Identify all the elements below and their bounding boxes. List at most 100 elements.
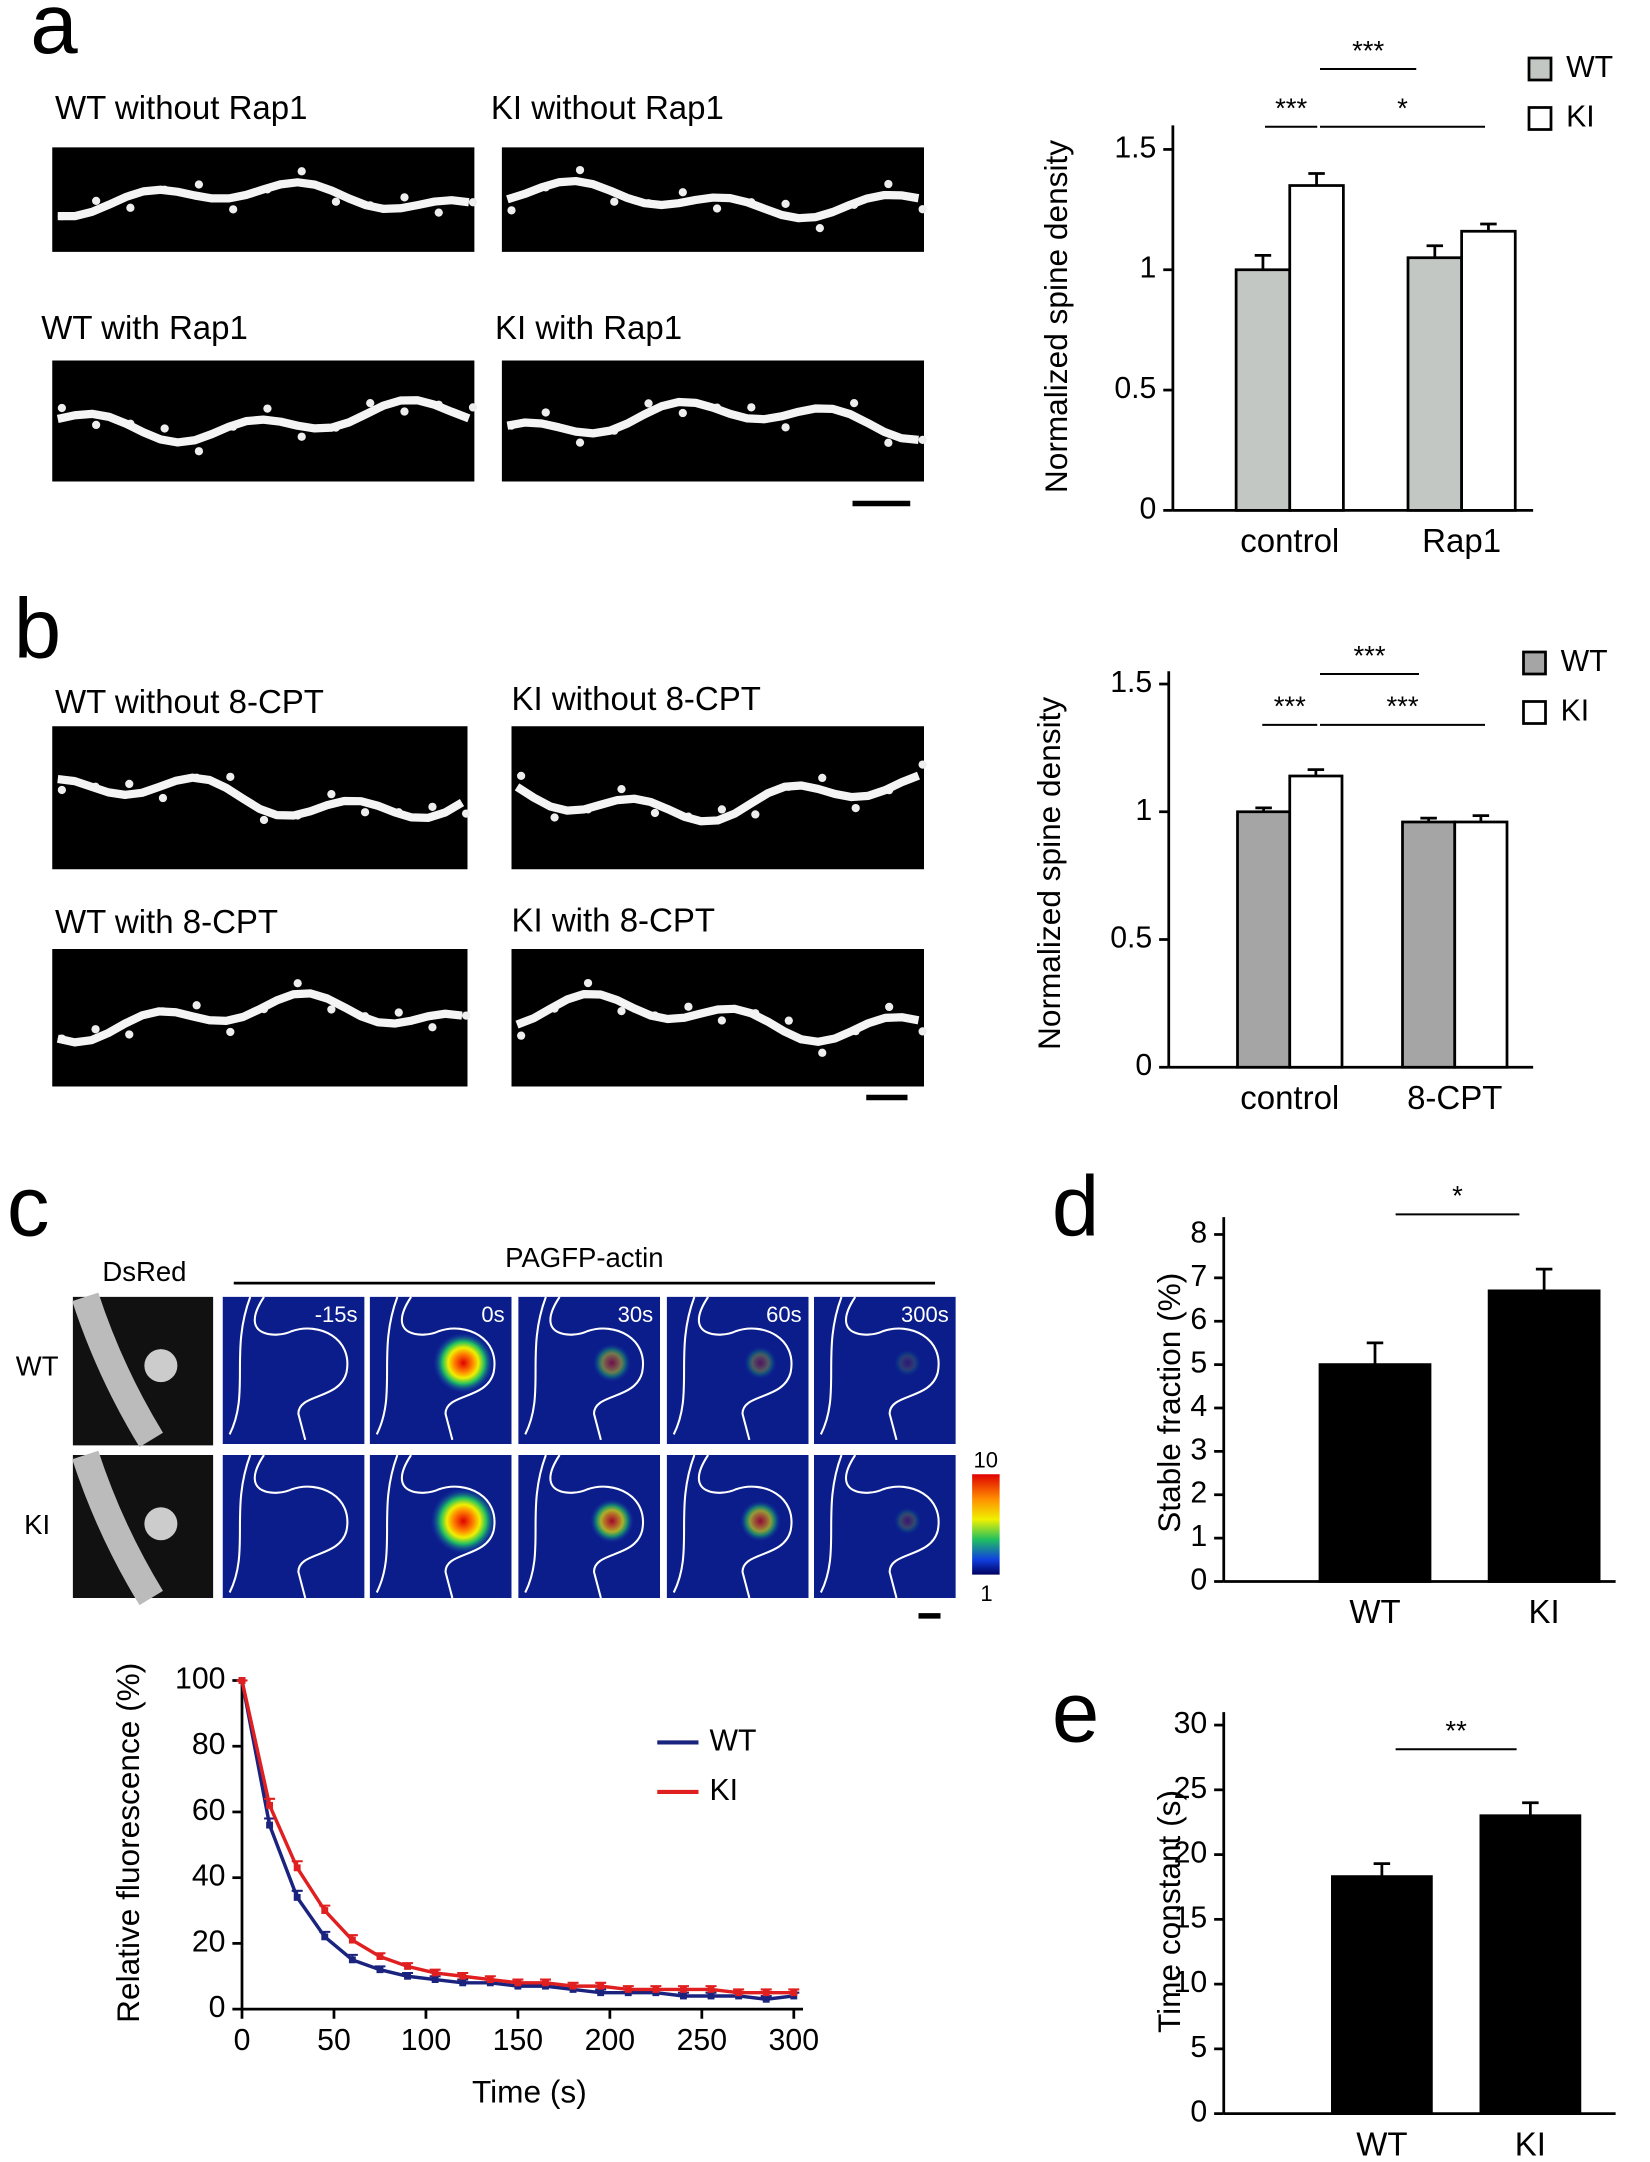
dendrite [56,396,471,447]
spine [366,398,375,408]
significance-label: *** [1352,35,1384,66]
y-tick-label: 10 [1174,1966,1208,1999]
spine [125,1030,134,1039]
spine [784,1016,793,1025]
time-label: 300s [901,1302,949,1327]
marker [597,1989,605,1997]
heat-image [222,1455,365,1598]
dsred-spine [144,1507,178,1541]
spine [259,815,269,825]
legend-label: KI [710,1774,739,1807]
marker [321,1907,329,1914]
spine [92,420,101,430]
spine-outline [672,1454,793,1599]
spine [678,188,687,197]
micrograph [501,360,924,482]
marker [680,1992,687,2000]
error-bar [1420,816,1437,822]
bar [1236,810,1292,1069]
dendrite [506,397,919,444]
spine [712,204,722,213]
bar [1288,184,1345,512]
spine [229,205,238,214]
colorbar-label: 10 [974,1448,998,1473]
image-label: KI with Rap1 [495,309,682,346]
dsred-dendrite [72,1450,163,1606]
y-tick-label: 1 [1140,252,1157,285]
spine-outline [524,1454,645,1599]
x-tick-label: 150 [493,2024,543,2057]
spine [851,803,860,813]
heat-blob [893,1507,922,1535]
y-tick-label: 1.5 [1114,131,1156,164]
spine-outline [524,1296,645,1441]
y-tick-label: 20 [192,1925,226,1958]
time-label: 30s [618,1302,653,1327]
dendrite [56,989,463,1047]
spine-outline [375,1454,496,1599]
colorbar [972,1474,1000,1575]
image-label: KI with 8-CPT [512,902,716,939]
spine [297,167,306,176]
error-bar [1366,1341,1384,1365]
y-tick-label: 20 [1174,1837,1208,1870]
dsred-dendrite [72,1292,163,1448]
marker [762,1989,770,1997]
error-bar [1426,244,1444,258]
spine [815,224,824,233]
bar [1479,1814,1582,2116]
dsred-spine [144,1349,178,1383]
y-tick-label: 5 [1190,1347,1207,1380]
heat-blob [592,1343,632,1383]
legend-label: KI [1561,694,1590,727]
x-tick-label: WT [1349,1593,1400,1630]
spine [617,1007,626,1016]
spine [617,785,626,794]
spine-outline [228,1296,349,1441]
dendrite [57,178,470,221]
panel-letter: a [30,0,78,72]
y-tick-label: 0 [1135,1049,1152,1082]
micrograph [52,949,468,1087]
y-axis-label: Relative fluorescence (%) [110,1663,146,2023]
significance-label: *** [1353,640,1385,671]
spine [428,1023,437,1032]
marker [514,1979,522,1987]
spine [583,978,593,988]
significance-label: *** [1275,93,1307,124]
image-label: WT without 8-CPT [55,683,324,720]
spine [297,432,306,441]
marker [348,1936,356,1944]
legend-label: WT [1561,645,1608,678]
bar [1406,256,1463,512]
y-tick-label: 80 [192,1728,226,1761]
spine-outline [672,1296,793,1441]
x-tick-label: Rap1 [1422,522,1501,559]
spine [684,1002,693,1011]
x-tick-label: 100 [401,2024,451,2057]
marker [376,1966,384,1974]
error-bar [1480,222,1497,232]
marker [431,1976,439,1983]
y-axis-label: Stable fraction (%) [1151,1273,1187,1533]
x-tick-label: 250 [677,2024,727,2057]
x-tick-label: control [1240,1079,1339,1116]
spine [360,808,370,817]
marker [321,1933,329,1941]
spine [158,793,168,803]
spine [884,179,893,189]
spine [293,979,302,988]
bar [1460,229,1517,512]
x-tick-label: 0 [234,2024,251,2057]
y-tick-label: 25 [1174,1772,1208,1805]
x-tick-label: 8-CPT [1407,1079,1502,1116]
spine [400,193,409,202]
y-axis-label: Normalized spine density [1031,697,1067,1050]
legend-label: WT [710,1724,757,1757]
y-tick-label: 0.5 [1114,372,1156,405]
y-tick-label: 15 [1174,1901,1208,1934]
spine [818,773,827,783]
legend-swatch [1527,106,1553,131]
spine [751,810,760,819]
marker [790,1989,798,1997]
